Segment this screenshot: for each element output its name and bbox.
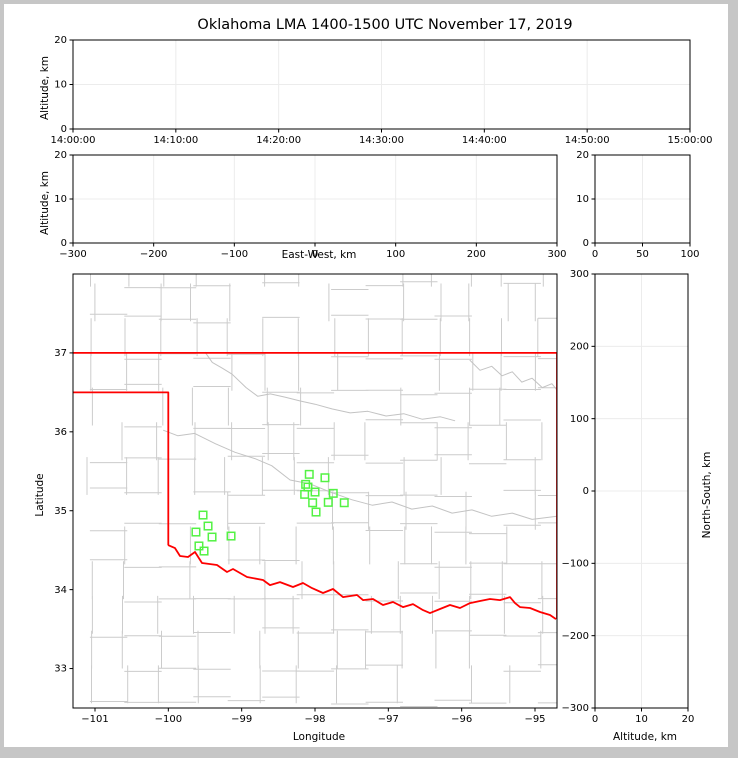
map-panel [73,274,557,708]
time_height-xtick: 15:00:00 [668,135,713,146]
map-ytick: 35 [54,506,67,517]
lma-station-marker [320,473,330,483]
north_south-ytick: 200 [570,342,589,353]
river-line [204,351,456,422]
histogram-ytick: 0 [583,238,589,249]
map-ytick: 33 [54,664,67,675]
east_west-xtick: −300 [59,249,86,260]
time_height-xtick: 14:50:00 [565,135,610,146]
map-axes: −101 −100 −99 −98 −97 −96 −95 33 34 35 36 37 [54,273,558,725]
north_south-ytick: −100 [562,559,589,570]
histogram-ytick: 20 [576,150,589,161]
time_height-xtick: 14:00:00 [51,135,96,146]
time_height-ytick: 10 [54,80,67,91]
lma-station-marker [310,487,320,497]
time_height-ytick: 0 [61,124,67,135]
north_south-ytick: −300 [562,703,589,714]
time_height-xtick: 14:30:00 [359,135,404,146]
north_south-ytick: −200 [562,631,589,642]
north_south-ytick: 0 [583,486,589,497]
east-west-xlabel: East-West, km [281,249,357,261]
river-line [163,429,557,520]
east_west-ytick: 10 [54,194,67,205]
north_south-xtick: 20 [682,714,695,725]
time_height-axes: 14:00:00 14:10:00 14:20:00 14:30:00 14:40:00… [51,35,713,146]
east_west-xtick: −100 [221,249,248,260]
map-ytick: 34 [54,585,67,596]
map-xtick: −101 [81,714,108,725]
map-xtick: −99 [231,714,252,725]
histogram-panel [595,155,690,243]
histogram-xtick: 0 [592,249,598,260]
east_west-ytick: 20 [54,150,67,161]
north-south-xlabel: Altitude, km [612,731,678,743]
lma-station-marker [199,546,209,556]
north_south-axes: 0 10 20 −300 −200 −100 0 100 200 300 [562,269,695,725]
lma-station-marker [328,488,338,498]
map-ytick: 37 [54,348,67,359]
time_height-xtick: 14:40:00 [462,135,507,146]
north_south-xtick: 10 [635,714,648,725]
east_west-axes: −300 −200 −100 0 100 200 300 0 10 20 [54,150,566,260]
map-xtick: −95 [524,714,545,725]
lma-station-marker [300,489,310,499]
river-line [469,359,557,391]
east_west-xtick: 0 [312,249,318,260]
lma-station-marker [339,498,349,508]
north_south-panel [595,274,688,708]
north_south-xtick: 0 [592,714,598,725]
lma-stations [191,469,349,556]
lma-station-marker [323,497,333,507]
map-xtick: −98 [304,714,325,725]
map-xtick: −97 [378,714,399,725]
lma-station-marker [191,527,201,537]
lma-station-marker [207,532,217,542]
map-ytick: 36 [54,427,67,438]
east_west-panel [73,155,557,243]
histogram-ytick: 10 [576,194,589,205]
time_height-ytick: 20 [54,35,67,46]
time_height-xtick: 14:10:00 [153,135,198,146]
lma-station-marker [304,469,314,479]
histogram-xtick: 50 [636,249,649,260]
map-xlabel: Longitude [292,731,346,743]
east_west-xtick: −200 [140,249,167,260]
time_height-panel [73,40,690,129]
state-border [73,391,170,546]
lma-station-marker [311,507,321,517]
lma-station-marker [194,541,204,551]
north_south-ytick: 100 [570,414,589,425]
east_west-ytick: 0 [61,238,67,249]
lma-station-marker [226,531,236,541]
histogram-xtick: 100 [680,249,699,260]
time_height-xtick: 14:20:00 [256,135,301,146]
state-border [167,544,557,620]
lma-station-marker [301,479,311,489]
histogram-axes: 0 50 100 0 10 20 [576,150,699,260]
north_south-ytick: 300 [570,269,589,280]
east_west-xtick: 100 [386,249,405,260]
east_west-xtick: 300 [547,249,566,260]
county-borders [86,274,557,707]
map-xtick: −96 [451,714,472,725]
east_west-xtick: 200 [467,249,486,260]
map-xtick: −100 [155,714,182,725]
map-content [73,274,557,707]
figure-title: Oklahoma LMA 1400-1500 UTC November 17, … [197,17,573,33]
lma-station-marker [308,498,318,508]
lma-station-marker [198,510,208,520]
lma-station-marker [203,521,213,531]
